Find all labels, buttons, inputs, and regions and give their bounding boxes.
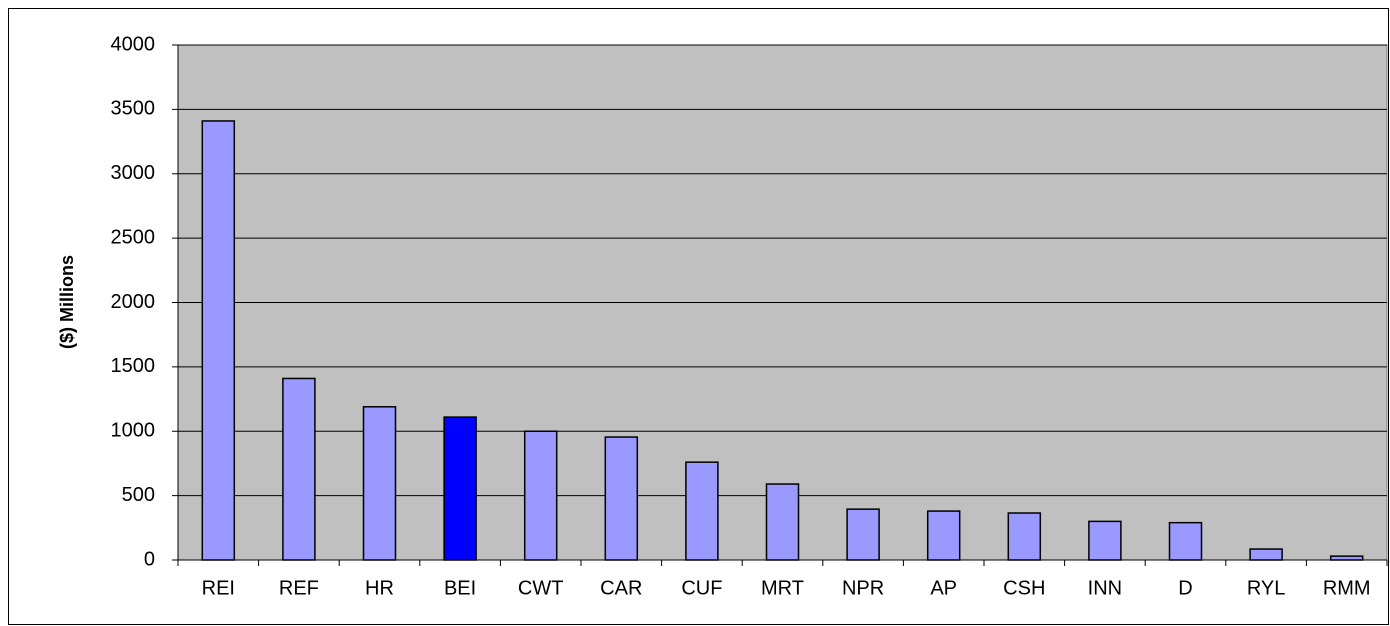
bar: [523, 430, 558, 561]
bar: [443, 416, 477, 561]
y-tick-label: 1000: [111, 420, 156, 442]
bar: [282, 377, 316, 561]
x-tick-label: BEI: [444, 577, 476, 599]
bar: [362, 406, 397, 561]
x-tick-label: AP: [930, 577, 957, 599]
x-tick-label: MRT: [761, 577, 804, 599]
bar: [765, 483, 800, 561]
x-tick-label: HR: [365, 577, 394, 599]
x-tick-label: INN: [1088, 577, 1122, 599]
x-tick-label: REI: [202, 577, 235, 599]
x-tick-label: CWT: [518, 577, 564, 599]
bar: [926, 510, 961, 561]
bar: [1088, 520, 1122, 561]
y-tick-label: 1500: [111, 355, 156, 377]
bar: [604, 436, 639, 561]
bar: [1329, 555, 1364, 561]
bar: [1249, 548, 1283, 561]
x-tick-label: RYL: [1247, 577, 1286, 599]
x-tick-label: RMM: [1323, 577, 1371, 599]
x-tick-label: CAR: [600, 577, 642, 599]
y-tick-label: 2000: [111, 291, 156, 313]
x-tick-label: CUF: [681, 577, 722, 599]
y-tick-label: 3500: [111, 98, 156, 120]
y-tick-label: 2500: [111, 226, 156, 248]
bar: [201, 120, 236, 561]
bar: [1168, 521, 1203, 561]
bar: [1007, 512, 1042, 561]
x-tick-label: REF: [279, 577, 319, 599]
bar: [846, 508, 880, 561]
y-axis-title: ($) Millions: [57, 255, 77, 349]
y-tick-label: 4000: [111, 33, 156, 55]
bar: [685, 461, 719, 561]
x-tick-label: CSH: [1003, 577, 1045, 599]
y-tick-label: 3000: [111, 162, 156, 184]
y-tick-label: 0: [144, 548, 155, 570]
y-tick-label: 500: [122, 484, 155, 506]
x-tick-label: NPR: [842, 577, 884, 599]
x-tick-label: D: [1178, 577, 1192, 599]
